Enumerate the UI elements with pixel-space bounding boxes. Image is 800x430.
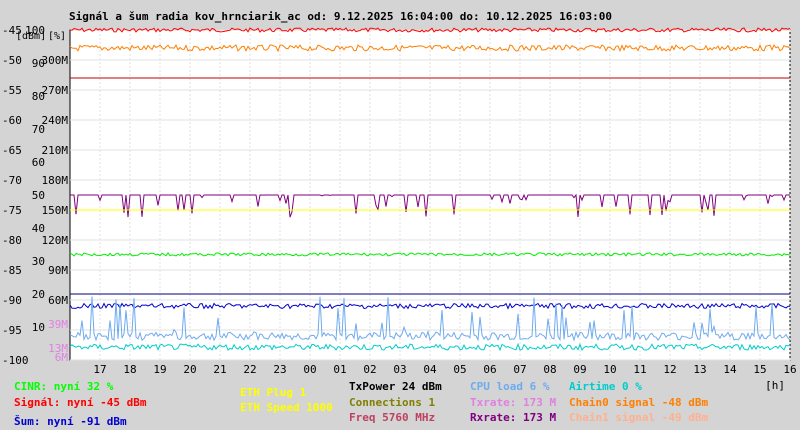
x-tick-label: 06 [483,363,496,376]
y-tick-rate: 240M [42,114,69,127]
x-tick-label: 11 [633,363,646,376]
series-cpu [69,296,791,342]
y-tick-dbm: -85 [2,264,22,277]
legend-txpower: TxPower 24 dBm [349,380,442,393]
x-tick-label: 19 [153,363,166,376]
y-tick-percent: 80 [32,90,45,103]
y-tick-percent: 100 [25,24,45,37]
y-tick-percent: 30 [32,255,45,268]
y-tick-percent: 90 [32,57,45,70]
x-tick-label: 10 [603,363,616,376]
x-tick-label: 23 [273,363,286,376]
x-tick-label: 05 [453,363,466,376]
y-tick-dbm: -75 [2,204,22,217]
x-tick-label: 08 [543,363,556,376]
y-tick-percent: 70 [32,123,45,136]
y-tick-dbm: -95 [2,324,22,337]
x-tick-label: 20 [183,363,196,376]
x-tick-label: 02 [363,363,376,376]
y-tick-rate: 150M [42,204,69,217]
y-tick-rate: 90M [48,264,68,277]
legend-freq: Freq 5760 MHz [349,411,436,424]
series-noise [69,302,791,310]
chart-title: Signál a šum radia kov_hrnciarik_ac od: … [69,10,613,23]
series-chain0 [69,43,791,53]
x-axis-unit: [h] [765,379,785,392]
legend-noise: Šum: nyní -91 dBm [14,415,127,428]
x-tick-label: 07 [513,363,526,376]
legend-connections: Connections 1 [349,396,436,409]
y-tick-percent: 50 [32,189,45,202]
series-rxrate [70,193,790,218]
y-axis-header-dbm: [dBm] [16,31,46,42]
y-tick-rate: 210M [42,144,69,157]
x-tick-label: 00 [303,363,316,376]
series-cinr [69,252,791,257]
y-tick-dbm: -50 [2,54,22,67]
y-tick-percent: 20 [32,288,45,301]
y-tick-rate: 180M [42,174,69,187]
x-tick-label: 22 [243,363,256,376]
y-tick-percent: 60 [32,156,45,169]
y-axis-header-percent: [%] [48,31,66,42]
legend-eth-speed: ETH Speed 1000 [240,401,333,414]
y-tick-rate: 270M [42,84,69,97]
x-tick-label: 12 [663,363,676,376]
y-tick-percent: 40 [32,222,45,235]
x-tick-label: 04 [423,363,437,376]
y-tick-dbm: -55 [2,84,22,97]
series-signal [69,27,791,33]
x-tick-label: 15 [753,363,766,376]
x-tick-label: 01 [333,363,346,376]
x-tick-label: 17 [93,363,106,376]
y-tick-rate-low: 39M [48,318,68,331]
x-tick-label: 21 [213,363,226,376]
y-tick-dbm: -70 [2,174,22,187]
y-tick-rate: 300M [42,54,69,67]
x-tick-label: 13 [693,363,706,376]
x-tick-label: 16 [783,363,796,376]
x-tick-label: 09 [573,363,586,376]
legend-chain0: Chain0 signal -48 dBm [569,396,709,409]
y-tick-dbm: -45 [2,24,22,37]
y-tick-dbm: -100 [2,354,29,367]
y-tick-dbm: -90 [2,294,22,307]
y-tick-rate-low: 13M [48,342,68,355]
y-tick-percent: 10 [32,321,45,334]
x-tick-label: 14 [723,363,737,376]
legend-airtime: Airtime 0 % [569,380,642,393]
series-airtime [69,342,791,352]
legend-txrate: Txrate: 173 M [470,396,557,409]
y-tick-rate: 120M [42,234,69,247]
legend-cpu: CPU load 6 % [470,380,550,393]
legend-signal: Signál: nyní -45 dBm [14,396,147,409]
y-tick-dbm: -80 [2,234,22,247]
y-tick-dbm: -65 [2,144,22,157]
y-tick-rate-low: 6M [55,351,69,364]
y-tick-dbm: -60 [2,114,22,127]
legend-cinr: CINR: nyní 32 % [14,380,114,393]
x-tick-label: 03 [393,363,406,376]
legend-chain1: Chain1 signal -49 dBm [569,411,709,424]
x-tick-label: 18 [123,363,136,376]
legend-rxrate: Rxrate: 173 M [470,411,557,424]
legend-eth-plug: ETH Plug 1 [240,386,307,399]
y-tick-rate: 60M [48,294,68,307]
